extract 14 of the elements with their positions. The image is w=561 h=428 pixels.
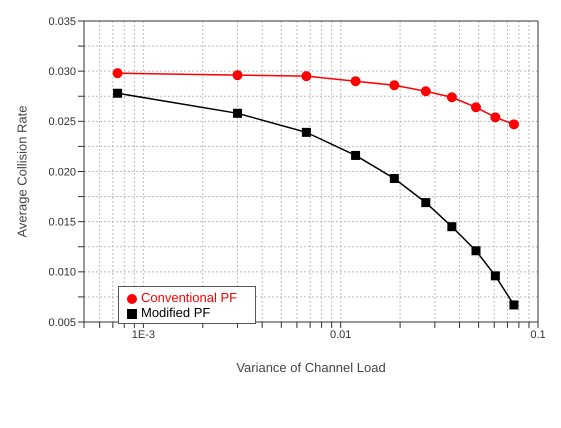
x-axis-title: Variance of Channel Load xyxy=(236,360,386,375)
x-tick-label: 0.01 xyxy=(330,328,352,341)
y-tick-label: 0.005 xyxy=(48,316,76,329)
legend-label: Modified PF xyxy=(141,305,210,320)
y-tick-label: 0.030 xyxy=(48,66,76,78)
y-tick-label: 0.020 xyxy=(48,166,76,178)
y-tick-label: 0.015 xyxy=(48,216,76,229)
legend-label: Conventional PF xyxy=(141,290,238,305)
y-axis-title: Average Collision Rate xyxy=(14,106,30,238)
x-tick-label: 0.1 xyxy=(530,328,546,341)
y-tick-label: 0.010 xyxy=(48,266,76,279)
y-tick-label: 0.025 xyxy=(48,116,76,128)
x-tick-label: 1E-3 xyxy=(132,328,156,341)
y-tick-label: 0.035 xyxy=(48,16,76,28)
